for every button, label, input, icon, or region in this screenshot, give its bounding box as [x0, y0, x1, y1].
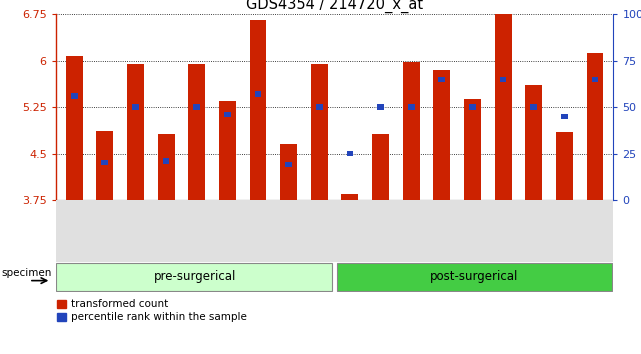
Bar	[592, 76, 599, 82]
Bar	[587, 53, 603, 200]
Bar	[438, 76, 445, 82]
FancyBboxPatch shape	[123, 202, 147, 260]
Title: GDS4354 / 214720_x_at: GDS4354 / 214720_x_at	[246, 0, 423, 13]
FancyBboxPatch shape	[522, 202, 546, 260]
FancyBboxPatch shape	[56, 263, 333, 291]
Bar	[347, 151, 353, 156]
FancyBboxPatch shape	[307, 202, 331, 260]
FancyBboxPatch shape	[583, 202, 607, 260]
Text: GSM746845: GSM746845	[315, 206, 324, 253]
FancyBboxPatch shape	[276, 202, 301, 260]
FancyBboxPatch shape	[215, 202, 240, 260]
FancyBboxPatch shape	[92, 202, 117, 260]
Bar	[408, 104, 415, 110]
Bar	[188, 64, 205, 200]
Bar	[285, 162, 292, 167]
Bar	[377, 104, 384, 110]
Text: GSM746847: GSM746847	[376, 206, 385, 253]
Bar	[127, 64, 144, 200]
Bar	[249, 21, 267, 200]
Bar	[96, 131, 113, 200]
Bar	[66, 56, 83, 200]
Text: GSM746838: GSM746838	[100, 206, 110, 252]
Bar	[469, 104, 476, 110]
Text: GSM746843: GSM746843	[253, 206, 263, 253]
Bar	[132, 104, 139, 110]
FancyBboxPatch shape	[399, 202, 424, 260]
Text: GSM746841: GSM746841	[192, 206, 201, 252]
Text: GSM746837: GSM746837	[70, 206, 79, 253]
FancyBboxPatch shape	[460, 202, 485, 260]
FancyBboxPatch shape	[337, 263, 612, 291]
Bar	[403, 62, 420, 200]
Text: GSM746840: GSM746840	[162, 206, 171, 253]
Bar	[561, 114, 568, 119]
Bar	[526, 85, 542, 200]
Text: GSM746848: GSM746848	[406, 206, 416, 252]
Bar	[342, 194, 358, 200]
FancyBboxPatch shape	[246, 202, 271, 260]
Bar	[316, 104, 322, 110]
Text: pre-surgerical: pre-surgerical	[154, 270, 237, 283]
Bar	[311, 64, 328, 200]
FancyBboxPatch shape	[552, 202, 577, 260]
Bar	[194, 104, 200, 110]
Bar	[464, 99, 481, 200]
Text: GSM746852: GSM746852	[529, 206, 538, 252]
Bar	[101, 160, 108, 165]
FancyBboxPatch shape	[491, 202, 515, 260]
Text: GSM746849: GSM746849	[437, 206, 446, 253]
Legend: transformed count, percentile rank within the sample: transformed count, percentile rank withi…	[54, 297, 249, 325]
Text: GSM746844: GSM746844	[284, 206, 293, 253]
Bar	[433, 70, 450, 200]
FancyBboxPatch shape	[429, 202, 454, 260]
Text: specimen: specimen	[1, 268, 51, 278]
FancyBboxPatch shape	[154, 202, 178, 260]
Text: GSM746853: GSM746853	[560, 206, 569, 253]
FancyBboxPatch shape	[185, 202, 209, 260]
Bar	[372, 134, 389, 200]
Text: GSM746851: GSM746851	[499, 206, 508, 252]
Bar	[500, 76, 506, 82]
Text: GSM746846: GSM746846	[345, 206, 354, 253]
Bar	[556, 132, 573, 200]
Bar	[280, 144, 297, 200]
Bar	[163, 158, 169, 164]
Bar	[224, 112, 231, 117]
FancyBboxPatch shape	[62, 202, 87, 260]
Bar	[254, 91, 262, 97]
Text: post-surgerical: post-surgerical	[430, 270, 518, 283]
Text: GSM746842: GSM746842	[223, 206, 232, 252]
Bar	[495, 14, 512, 200]
Bar	[71, 93, 78, 98]
FancyBboxPatch shape	[369, 202, 393, 260]
Bar	[219, 101, 236, 200]
Bar	[158, 134, 174, 200]
FancyBboxPatch shape	[338, 202, 362, 260]
Bar	[530, 104, 537, 110]
Text: GSM746854: GSM746854	[590, 206, 599, 253]
Text: GSM746850: GSM746850	[468, 206, 477, 253]
Text: GSM746839: GSM746839	[131, 206, 140, 253]
